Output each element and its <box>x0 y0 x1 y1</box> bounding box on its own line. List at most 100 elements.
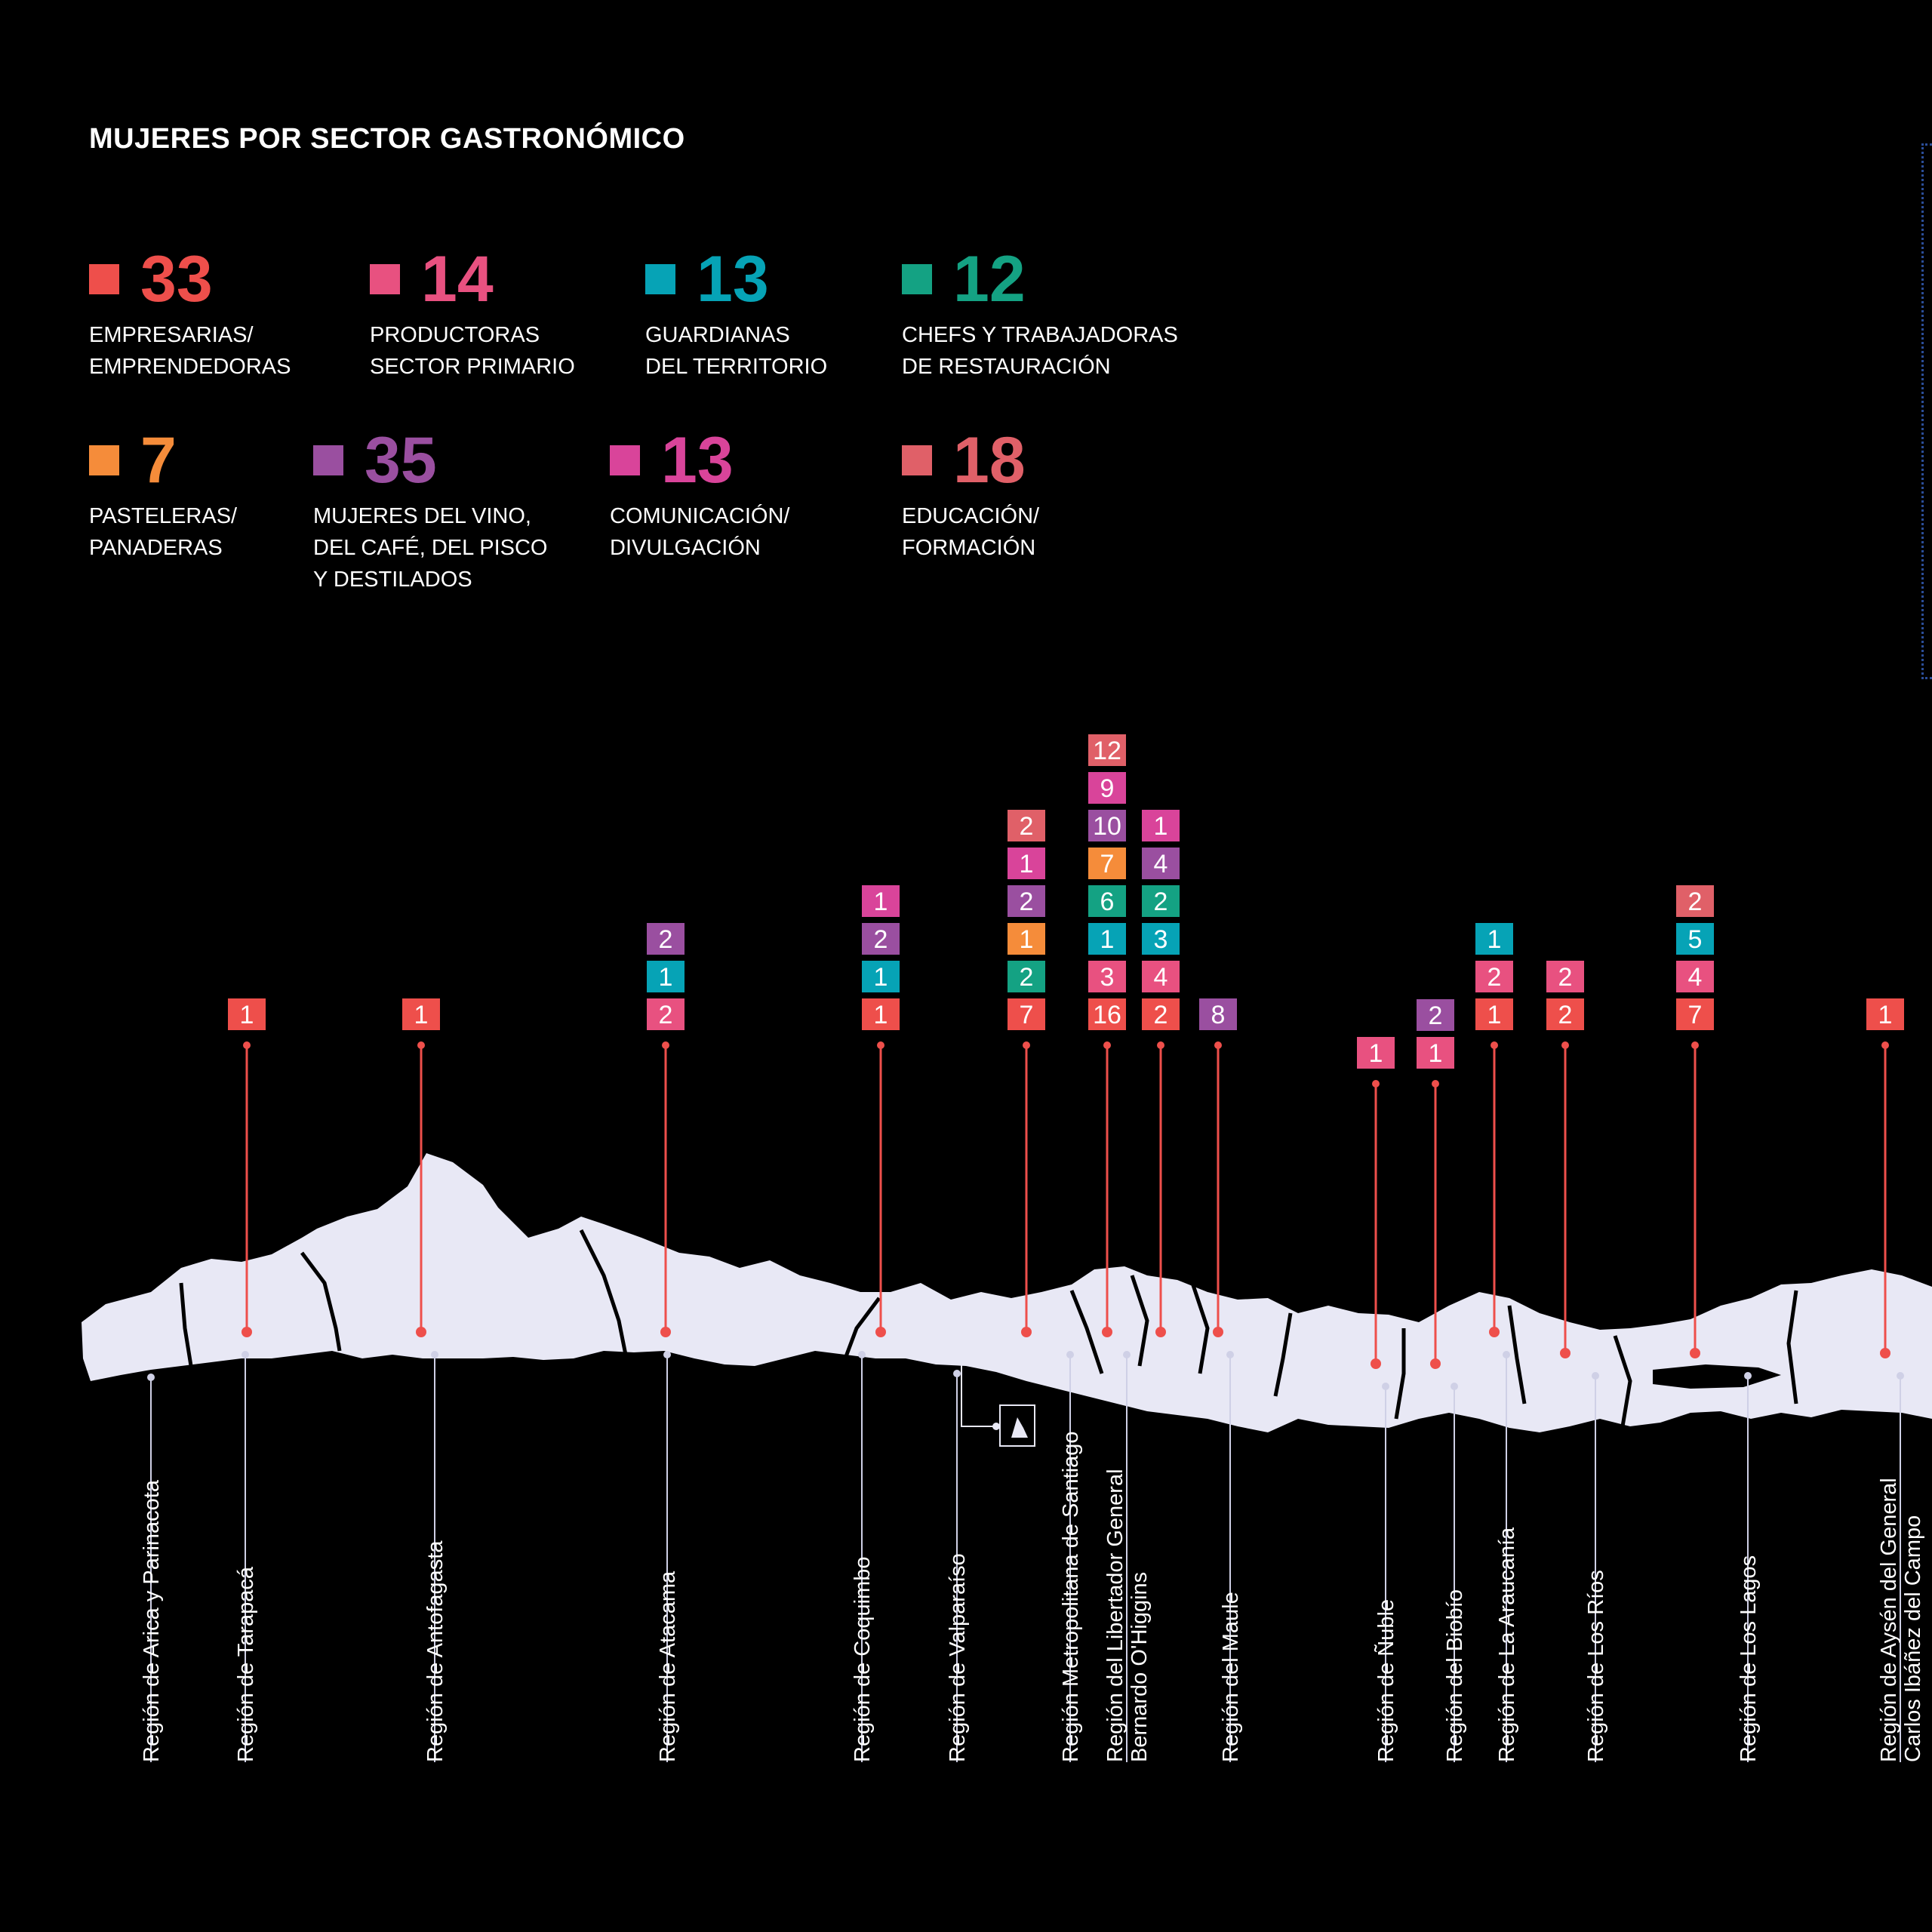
legend-label: COMUNICACIÓN/ DIVULGACIÓN <box>610 504 790 560</box>
value-label: 2 <box>874 925 888 954</box>
value-label: 1 <box>1429 1039 1443 1068</box>
value-box <box>1008 848 1045 879</box>
label-anchor-dot <box>1123 1351 1131 1358</box>
easter-island-inset <box>961 1351 1035 1447</box>
value-box <box>1088 998 1126 1030</box>
value-box <box>862 961 900 992</box>
label-anchor-dot <box>858 1351 866 1358</box>
region-label: Región de Los Lagos <box>1737 1555 1761 1762</box>
value-box <box>1475 998 1513 1030</box>
value-label: 2 <box>1020 812 1034 841</box>
value-label: 1 <box>1020 925 1034 954</box>
value-label: 9 <box>1100 774 1115 803</box>
label-anchor-dot <box>1226 1351 1234 1358</box>
decorative-frame-edge <box>1921 143 1932 679</box>
value-label: 1 <box>414 1001 429 1029</box>
legend-count: 7 <box>140 424 177 497</box>
label-anchor-dot <box>147 1374 155 1381</box>
region-stack: 2 4 3 2 4 1 <box>1142 810 1180 1030</box>
value-box <box>647 998 685 1030</box>
value-label: 12 <box>1093 737 1121 765</box>
value-box <box>1008 961 1045 992</box>
map-anchor-dot <box>1213 1327 1223 1337</box>
legend-label: PRODUCTORAS SECTOR PRIMARIO <box>370 323 575 379</box>
legend-item: 18 EDUCACIÓN/ FORMACIÓN <box>902 426 1039 564</box>
legend-label: EDUCACIÓN/ FORMACIÓN <box>902 504 1040 560</box>
legend-item: 7 PASTELERAS/ PANADERAS <box>89 426 237 564</box>
value-box <box>1676 998 1714 1030</box>
map-anchor-dot <box>1560 1348 1571 1358</box>
value-label: 8 <box>1211 1001 1226 1029</box>
map-anchor-dot <box>1371 1358 1381 1369</box>
value-box <box>1142 998 1180 1030</box>
label-anchor-dot <box>1382 1383 1389 1390</box>
value-label: 4 <box>1154 963 1168 992</box>
value-label: 6 <box>1100 888 1115 916</box>
map-anchor-dot <box>1155 1327 1166 1337</box>
value-box <box>1088 923 1126 955</box>
value-label: 1 <box>1369 1039 1383 1068</box>
value-box <box>1142 923 1180 955</box>
value-box <box>1475 923 1513 955</box>
label-anchor-dot <box>242 1351 249 1358</box>
value-box <box>862 923 900 955</box>
legend-swatch <box>902 445 932 475</box>
unlabeled-stack: 8 <box>1199 998 1237 1030</box>
region-stack: 7 4 5 2 <box>1676 885 1714 1030</box>
legend-item: 35 MUJERES DEL VINO, DEL CAFÉ, DEL PISCO … <box>313 426 548 595</box>
chile-map-shape <box>82 1153 1932 1432</box>
value-label: 2 <box>1688 888 1703 916</box>
region-label: Región del Biobío <box>1443 1589 1467 1762</box>
region-stack: 12 <box>1417 999 1454 1069</box>
value-label: 1 <box>1154 812 1168 841</box>
value-box <box>1008 998 1045 1030</box>
label-anchor-dot <box>1744 1372 1752 1380</box>
value-label: 3 <box>1154 925 1168 954</box>
value-box <box>1475 961 1513 992</box>
region-stack: 1 <box>228 998 266 1030</box>
legend-swatch <box>370 264 400 294</box>
value-label: 4 <box>1154 850 1168 878</box>
legend-item: 13 GUARDIANAS DEL TERRITORIO <box>645 245 827 383</box>
legend-label: CHEFS Y TRABAJADORAS DE RESTAURACIÓN <box>902 323 1178 379</box>
value-label: 2 <box>1429 1001 1443 1030</box>
region-label: Región Metropolitana de Santiago <box>1059 1431 1083 1762</box>
value-label: 2 <box>1558 1001 1573 1029</box>
region-label: Región del Libertador GeneralBernardo O'… <box>1103 1469 1152 1762</box>
value-label: 2 <box>659 925 673 954</box>
page-title: MUJERES POR SECTOR GASTRONÓMICO <box>89 123 685 155</box>
map-anchor-dot <box>875 1327 886 1337</box>
value-box <box>1088 810 1126 841</box>
value-box <box>1142 961 1180 992</box>
value-box <box>1866 998 1904 1030</box>
region-stack: 1 <box>402 998 440 1030</box>
value-box <box>1417 999 1454 1031</box>
region-stack: 7 2 1 2 1 2 <box>1008 810 1045 1030</box>
label-anchor-dot <box>1592 1372 1599 1380</box>
region-stack: 1 <box>1357 1037 1395 1069</box>
value-label: 1 <box>1878 1001 1893 1029</box>
value-box <box>1676 923 1714 955</box>
value-label: 2 <box>1020 963 1034 992</box>
legend-count: 13 <box>697 243 769 315</box>
label-anchor-dot <box>1451 1383 1458 1390</box>
value-box <box>647 961 685 992</box>
value-box <box>1088 848 1126 879</box>
value-box <box>1357 1037 1395 1069</box>
legend-item: 13 COMUNICACIÓN/ DIVULGACIÓN <box>610 426 789 564</box>
value-label: 1 <box>1100 925 1115 954</box>
legend-count: 12 <box>953 243 1026 315</box>
value-label: 1 <box>1487 925 1502 954</box>
value-box <box>228 998 266 1030</box>
region-label: Región del Maule <box>1219 1592 1243 1762</box>
value-label: 1 <box>874 888 888 916</box>
map-anchor-dot <box>1690 1348 1700 1358</box>
value-label: 16 <box>1093 1001 1121 1029</box>
value-label: 2 <box>1487 963 1502 992</box>
value-label: 4 <box>1688 963 1703 992</box>
value-box <box>1417 1037 1454 1069</box>
legend-swatch <box>89 445 119 475</box>
legend-item: 33 EMPRESARIAS/ EMPRENDEDORAS <box>89 245 291 383</box>
value-label: 1 <box>1020 850 1034 878</box>
